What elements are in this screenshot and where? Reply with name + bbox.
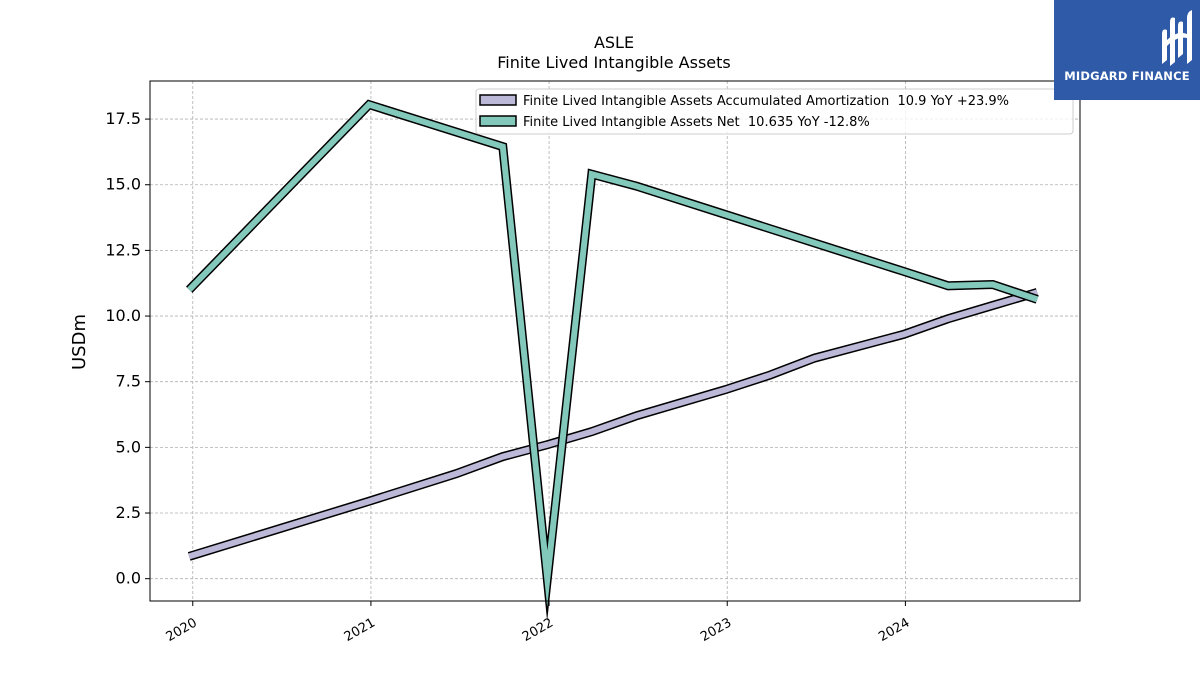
series-line — [187, 101, 1039, 608]
y-tick-label: 12.5 — [105, 240, 141, 259]
grid-lines — [150, 81, 1080, 601]
plot-frame — [149, 80, 1081, 602]
legend-label-net: Finite Lived Intangible Assets Net 10.63… — [523, 115, 870, 130]
x-tick-label: 2024 — [876, 615, 912, 645]
series-outline — [185, 99, 1039, 622]
logo-mark-icon — [1162, 10, 1192, 66]
y-tick-label: 17.5 — [105, 109, 141, 128]
legend-swatch-net — [479, 115, 517, 127]
x-tick-label: 2023 — [698, 615, 734, 645]
legend: Finite Lived Intangible Assets Accumulat… — [475, 88, 1074, 135]
series-line — [188, 289, 1039, 560]
chart-title: ASLE — [594, 33, 634, 52]
legend-swatch-amortization — [479, 94, 517, 106]
x-tick-label: 2021 — [342, 615, 378, 645]
y-tick-label: 15.0 — [105, 175, 141, 194]
y-tick-label: 2.5 — [116, 503, 141, 522]
x-tick-label: 2020 — [164, 615, 200, 645]
midgard-finance-logo: MIDGARD FINANCE — [1054, 0, 1200, 100]
y-axis-label: USDm — [69, 314, 90, 370]
y-tick-label: 0.0 — [116, 569, 141, 588]
x-tick-label: 2022 — [520, 615, 556, 645]
legend-label-amortization: Finite Lived Intangible Assets Accumulat… — [523, 94, 1009, 109]
logo-text: MIDGARD FINANCE — [1064, 69, 1190, 83]
y-tick-label: 5.0 — [116, 437, 141, 456]
legend-box — [475, 88, 1074, 135]
chart-subtitle: Finite Lived Intangible Assets — [497, 53, 730, 72]
y-tick-label: 7.5 — [116, 372, 141, 391]
series-lines — [185, 99, 1039, 622]
y-tick-label: 10.0 — [105, 306, 141, 325]
